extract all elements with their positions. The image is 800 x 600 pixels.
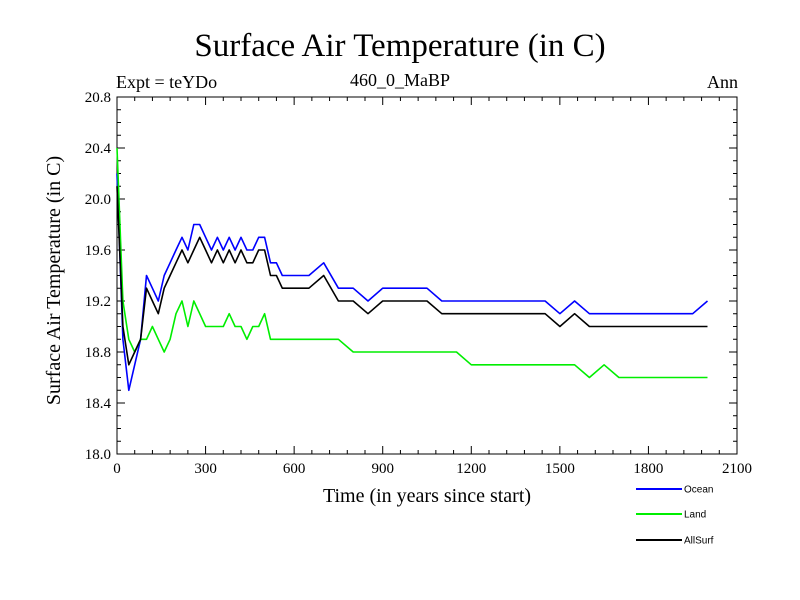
series-line-allsurf bbox=[116, 186, 708, 366]
experiment-label: Expt = teYDo bbox=[116, 72, 218, 92]
y-tick-label: 20.8 bbox=[85, 90, 111, 106]
series-line-land bbox=[116, 147, 708, 379]
series-line-ocean bbox=[116, 173, 709, 392]
x-tick-label: 900 bbox=[371, 461, 394, 477]
plot-frame bbox=[116, 96, 738, 455]
y-axis-label: Surface Air Temperature (in C) bbox=[43, 156, 65, 405]
legend-label-ocean: Ocean bbox=[684, 485, 713, 496]
y-tick-label: 19.6 bbox=[85, 243, 112, 259]
period-label: 460_0_MaBP bbox=[349, 70, 450, 90]
x-tick-label: 0 bbox=[113, 461, 121, 477]
y-tick-label: 18.8 bbox=[85, 345, 111, 361]
y-tick-label: 20.0 bbox=[85, 192, 111, 208]
y-tick-label: 18.0 bbox=[85, 447, 111, 463]
x-tick-label: 2100 bbox=[722, 461, 752, 477]
y-tick-label: 18.4 bbox=[85, 396, 112, 412]
legend-label-allsurf: AllSurf bbox=[684, 536, 714, 547]
x-tick-label: 300 bbox=[194, 461, 217, 477]
legend-label-land: Land bbox=[684, 510, 706, 521]
season-label: Ann bbox=[707, 72, 738, 92]
x-tick-label: 600 bbox=[283, 461, 306, 477]
chart-title: Surface Air Temperature (in C) bbox=[194, 28, 606, 64]
x-tick-label: 1200 bbox=[456, 461, 486, 477]
x-axis-label: Time (in years since start) bbox=[323, 485, 531, 507]
x-tick-label: 1800 bbox=[633, 461, 663, 477]
y-tick-label: 19.2 bbox=[85, 294, 111, 310]
x-tick-label: 1500 bbox=[545, 461, 575, 477]
y-tick-label: 20.4 bbox=[85, 141, 112, 157]
